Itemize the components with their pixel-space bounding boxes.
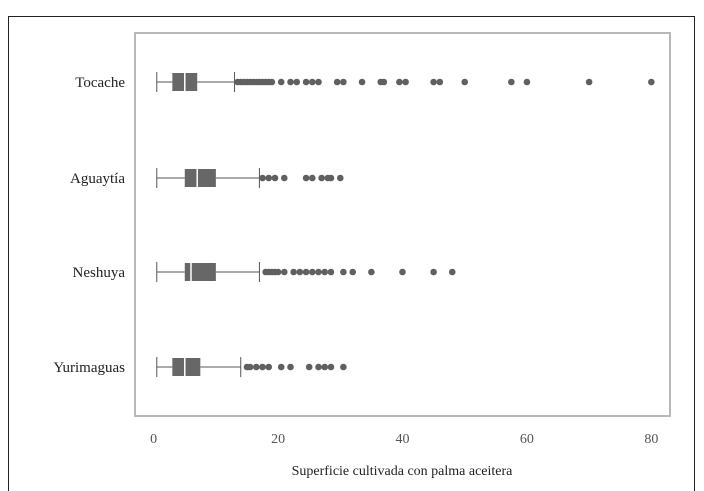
box: [172, 358, 201, 376]
outlier-point: [340, 363, 347, 371]
x-tick-label: 20: [271, 432, 285, 447]
outlier-point: [302, 174, 310, 182]
outlier-point: [358, 78, 366, 86]
outlier-point: [585, 78, 593, 86]
outlier-point: [461, 78, 469, 86]
outlier-point: [430, 78, 437, 86]
outlier-point: [318, 174, 325, 182]
outlier-point: [321, 268, 329, 276]
outlier-point: [274, 268, 282, 276]
x-tick-label: 60: [520, 432, 534, 447]
boxplot-yurimaguas: [156, 357, 347, 377]
boxplot-tocache: [156, 72, 655, 92]
outlier-point: [305, 363, 313, 371]
outlier-point: [271, 174, 279, 182]
outlier-point: [436, 78, 444, 86]
outlier-point: [508, 78, 515, 86]
outlier-point: [277, 78, 285, 86]
outlier-point: [333, 78, 341, 86]
outlier-point: [402, 78, 409, 86]
outlier-point: [265, 363, 273, 371]
outlier-point: [277, 363, 285, 371]
box: [184, 169, 216, 187]
category-label-tocache: Tocache: [75, 75, 125, 91]
outlier-point: [302, 268, 310, 276]
boxplot-neshuya: [156, 262, 456, 282]
box: [184, 263, 216, 281]
outlier-point: [327, 363, 335, 371]
outlier-point: [327, 174, 335, 182]
outlier-point: [308, 174, 316, 182]
outlier-point: [380, 78, 388, 86]
outlier-point: [259, 174, 266, 182]
outlier-point: [315, 268, 322, 276]
category-label-aguaytía: Aguaytía: [70, 171, 125, 187]
outlier-point: [302, 78, 310, 86]
outlier-point: [340, 78, 347, 86]
outlier-point: [308, 268, 316, 276]
outlier-point: [340, 268, 347, 276]
outlier-point: [293, 78, 301, 86]
plot-area: [134, 32, 671, 417]
boxplot-aguaytía: [156, 168, 344, 188]
outlier-point: [321, 363, 329, 371]
outlier-point: [268, 78, 276, 86]
category-label-neshuya: Neshuya: [73, 265, 126, 281]
outlier-point: [308, 78, 316, 86]
x-tick-label: 0: [150, 432, 157, 447]
outlier-point: [290, 268, 297, 276]
outlier-point: [281, 268, 288, 276]
outlier-point: [296, 268, 304, 276]
outlier-point: [399, 268, 406, 276]
x-axis-title: Superficie cultivada con palma aceitera: [292, 464, 514, 479]
outlier-point: [648, 78, 655, 86]
outlier-point: [315, 78, 322, 86]
outlier-point: [246, 363, 254, 371]
x-tick-label: 40: [396, 432, 410, 447]
outlier-point: [523, 78, 531, 86]
category-labels: Tocache Aguaytía Neshuya Yurimaguas: [53, 75, 125, 376]
figure-frame: [8, 16, 695, 491]
outlier-point: [396, 78, 403, 86]
outlier-point: [253, 363, 260, 371]
outlier-point: [327, 268, 335, 276]
outlier-point: [430, 268, 437, 276]
x-tick-label: 80: [644, 432, 658, 447]
outlier-point: [315, 363, 322, 371]
outlier-point: [287, 78, 294, 86]
boxes-layer: [156, 72, 655, 377]
outlier-point: [349, 268, 357, 276]
outlier-point: [448, 268, 456, 276]
outlier-point: [368, 268, 375, 276]
x-tick-labels: 0 20 40 60 80: [150, 432, 658, 447]
outlier-point: [287, 363, 294, 371]
category-label-yurimaguas: Yurimaguas: [53, 360, 125, 376]
outlier-point: [281, 174, 288, 182]
outlier-point: [259, 363, 266, 371]
outlier-point: [265, 174, 273, 182]
outlier-point: [336, 174, 344, 182]
